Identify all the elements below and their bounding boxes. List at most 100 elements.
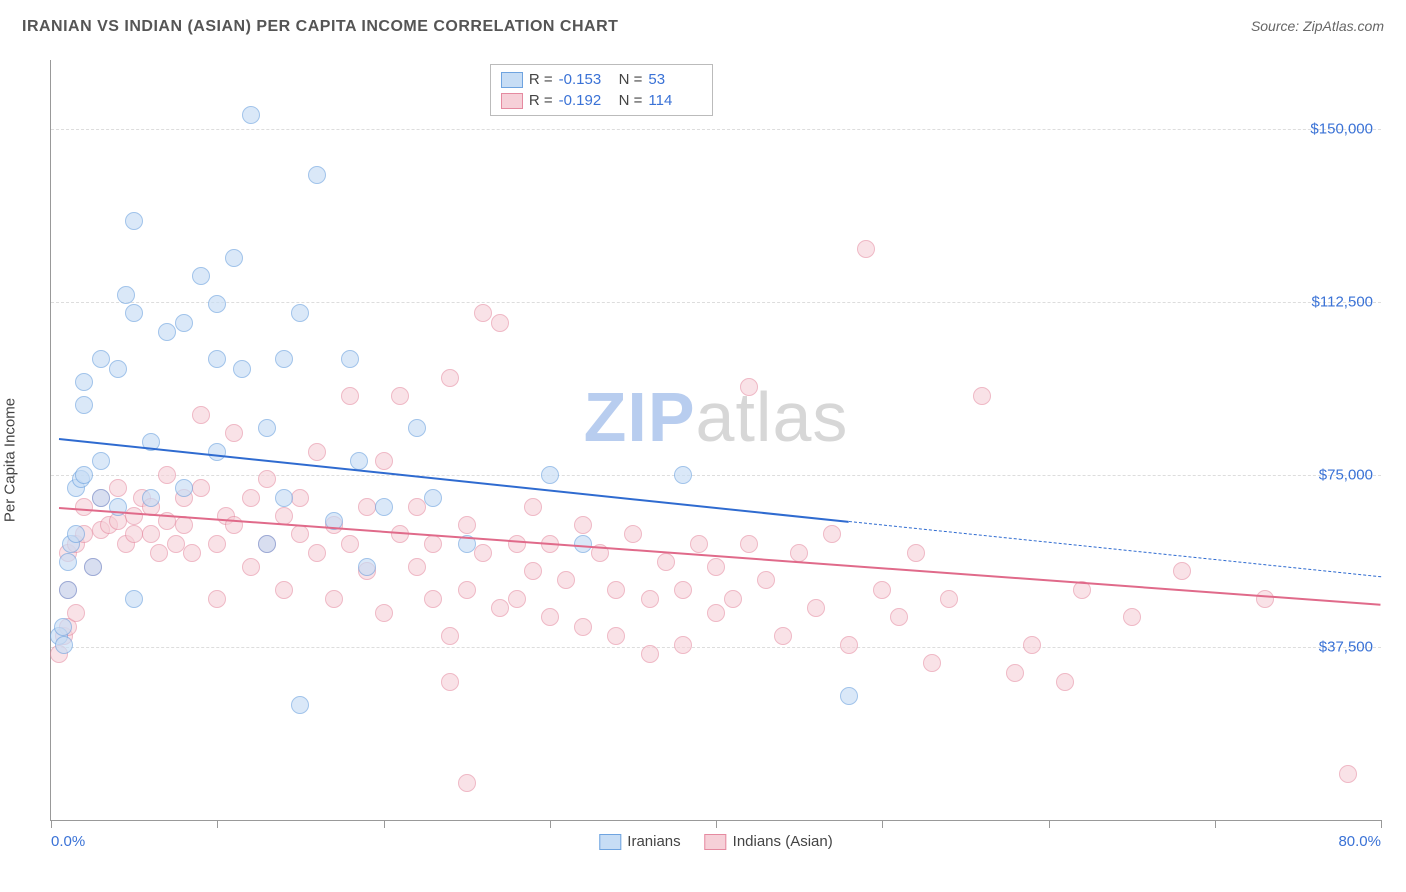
data-point [67,604,85,622]
plot-area: $37,500$75,000$112,500$150,0000.0%80.0%Z… [50,60,1381,821]
legend-swatch [599,834,621,850]
data-point [524,562,542,580]
data-point [657,553,675,571]
x-axis-max-label: 80.0% [1338,833,1381,850]
data-point [109,360,127,378]
data-point [258,470,276,488]
legend-swatch [501,93,523,109]
data-point [109,479,127,497]
data-point [275,581,293,599]
legend-label: Indians (Asian) [733,833,833,850]
data-point [125,212,143,230]
data-point [690,535,708,553]
stat-r-value: -0.153 [559,71,613,88]
data-point [890,608,908,626]
data-point [1256,590,1274,608]
x-tick [1215,820,1216,828]
data-point [408,558,426,576]
data-point [724,590,742,608]
data-point [641,590,659,608]
data-point [183,544,201,562]
y-tick-label: $150,000 [1310,121,1373,138]
data-point [441,627,459,645]
y-tick-label: $37,500 [1319,639,1373,656]
data-point [208,295,226,313]
data-point [574,516,592,534]
stat-r-label: R = [529,71,553,88]
x-tick [217,820,218,828]
data-point [291,525,309,543]
y-tick-label: $75,000 [1319,466,1373,483]
data-point [125,590,143,608]
data-point [508,535,526,553]
data-point [807,599,825,617]
data-point [774,627,792,645]
data-point [125,525,143,543]
data-point [341,535,359,553]
data-point [275,489,293,507]
data-point [208,350,226,368]
source-label: Source: ZipAtlas.com [1251,18,1384,34]
data-point [607,581,625,599]
data-point [225,249,243,267]
data-point [674,581,692,599]
correlation-legend: R = -0.153N = 53R = -0.192N = 114 [490,64,714,116]
data-point [424,489,442,507]
data-point [59,581,77,599]
data-point [707,604,725,622]
data-point [907,544,925,562]
data-point [1123,608,1141,626]
data-point [308,166,326,184]
chart-container: Per Capita Income $37,500$75,000$112,500… [0,60,1406,860]
y-tick-label: $112,500 [1312,293,1373,310]
gridline [51,647,1381,648]
data-point [175,479,193,497]
data-point [192,479,210,497]
data-point [424,535,442,553]
data-point [291,696,309,714]
watermark: ZIPatlas [584,377,849,457]
data-point [541,608,559,626]
data-point [458,774,476,792]
data-point [674,466,692,484]
data-point [233,360,251,378]
data-point [125,507,143,525]
data-point [225,424,243,442]
data-point [350,452,368,470]
legend-item: Indians (Asian) [705,833,833,850]
data-point [341,350,359,368]
data-point [391,387,409,405]
x-tick [384,820,385,828]
data-point [607,627,625,645]
data-point [707,558,725,576]
data-point [158,323,176,341]
data-point [54,618,72,636]
data-point [375,604,393,622]
data-point [125,304,143,322]
data-point [508,590,526,608]
data-point [474,544,492,562]
data-point [75,466,93,484]
data-point [208,590,226,608]
data-point [175,516,193,534]
data-point [375,498,393,516]
x-tick [51,820,52,828]
data-point [857,240,875,258]
data-point [242,558,260,576]
chart-title: IRANIAN VS INDIAN (ASIAN) PER CAPITA INC… [22,18,618,35]
data-point [358,498,376,516]
data-point [757,571,775,589]
data-point [59,553,77,571]
data-point [258,419,276,437]
trendline [849,521,1381,577]
gridline [51,129,1381,130]
legend-stats-row: R = -0.153N = 53 [501,69,703,90]
data-point [142,489,160,507]
data-point [242,106,260,124]
data-point [441,369,459,387]
data-point [242,489,260,507]
header: IRANIAN VS INDIAN (ASIAN) PER CAPITA INC… [22,18,1384,48]
data-point [192,406,210,424]
legend-stats-row: R = -0.192N = 114 [501,90,703,111]
data-point [208,535,226,553]
